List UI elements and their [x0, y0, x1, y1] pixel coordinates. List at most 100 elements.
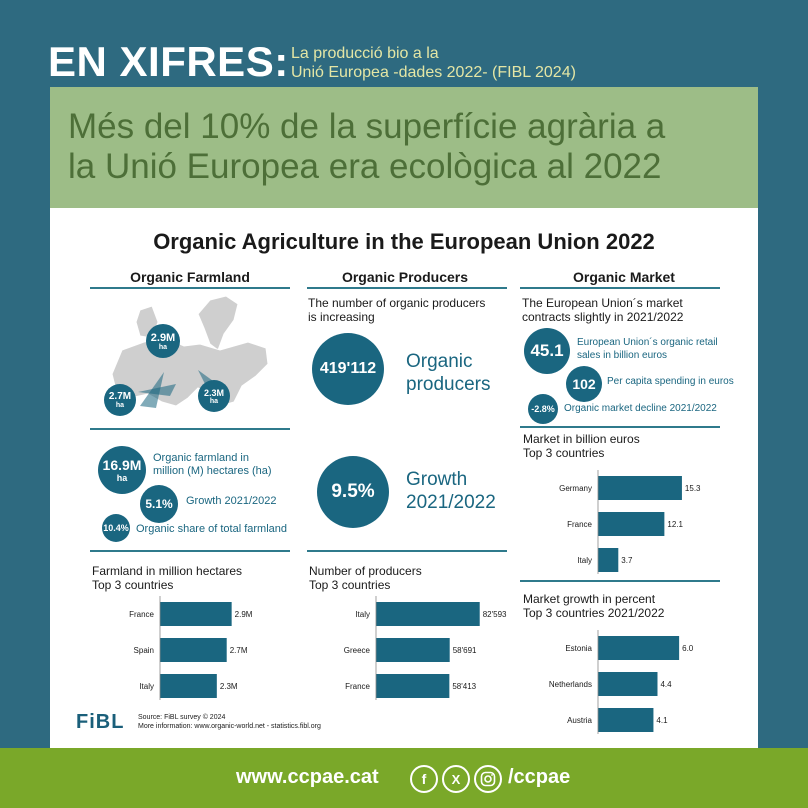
farmland-heading: Organic Farmland — [130, 269, 250, 285]
footer-handle[interactable]: /ccpae — [508, 766, 571, 788]
producers-chart-title-line2: Top 3 countries — [309, 578, 391, 592]
market-chart1-title-line2: Top 3 countries — [523, 446, 605, 460]
source-line1: Source: FiBL survey © 2024 — [138, 714, 226, 721]
farmland-bar-chart: France 2.9M Spain 2.7M Italy 2.3M — [129, 596, 253, 700]
market-chart2-title-line2: Top 3 countries 2021/2022 — [523, 606, 665, 620]
farmland-total-value: 16.9M — [102, 457, 142, 473]
header-subtitle-line1: La producció bio a la — [291, 45, 439, 62]
bar-value-label: 12.1 — [667, 520, 683, 529]
producers-total-bubble: 419'112 — [312, 333, 384, 405]
bar-value-label: 58'413 — [452, 682, 476, 691]
farmland-growth-bubble: 5.1% — [140, 485, 178, 523]
bar-value-label: 2.7M — [230, 646, 248, 655]
bar-value-label: 2.9M — [235, 610, 253, 619]
market-intro: The European Union´s market contracts sl… — [522, 296, 683, 324]
headline-banner: Més del 10% de la superfície agrària a l… — [50, 87, 758, 208]
farmland-total-label: Organic farmland in million (M) hectares… — [153, 452, 272, 478]
producers-growth-bubble: 9.5% — [317, 456, 389, 528]
headline-line1: Més del 10% de la superfície agrària a — [68, 107, 666, 146]
bar-value-label: 3.7 — [621, 556, 633, 565]
bar-category-label: France — [345, 682, 370, 691]
farmland-rule-2 — [90, 428, 290, 430]
header-subtitle-line2: Unió Europea -dades 2022- (FIBL 2024) — [291, 64, 576, 81]
bar-category-label: Estonia — [565, 644, 592, 653]
bar-category-label: France — [129, 610, 154, 619]
farmland-rule — [90, 287, 290, 289]
market-chart1-title-line1: Market in billion euros — [523, 432, 640, 446]
market-sales-label-line1: European Union´s organic retail — [577, 337, 718, 348]
bar-category-label: Germany — [559, 484, 592, 493]
producers-chart-title-line1: Number of producers — [309, 564, 422, 578]
infographic-title: Organic Agriculture in the European Unio… — [153, 229, 655, 254]
farmland-share-bubble: 10.4% — [102, 514, 130, 542]
producers-chart-title: Number of producers Top 3 countries — [309, 564, 422, 592]
map-bubble-spain: 2.7M ha — [104, 384, 136, 416]
farmland-share-label: Organic share of total farmland — [136, 523, 288, 535]
map-bubble-spain-unit: ha — [115, 402, 125, 409]
map-bubble-spain-value: 2.7M — [108, 391, 132, 402]
header-subtitle: La producció bio a la Unió Europea -dade… — [291, 44, 576, 82]
map-bubble-italy-unit: ha — [209, 397, 219, 405]
bar — [598, 548, 619, 572]
market-decline-label: Organic market decline 2021/2022 — [564, 403, 717, 414]
headline-text: Més del 10% de la superfície agrària a l… — [68, 107, 665, 187]
bar — [598, 512, 665, 536]
market-percapita-label: Per capita spending in euros — [607, 376, 734, 387]
bar — [598, 636, 680, 660]
producers-total-label: Organic producers — [406, 350, 491, 396]
bar — [160, 674, 217, 698]
instagram-icon[interactable] — [474, 765, 502, 793]
farmland-chart-title: Farmland in million hectares Top 3 count… — [92, 564, 242, 592]
market-decline-bubble: -2.8% — [528, 394, 558, 424]
map-pointer-spain — [138, 384, 176, 396]
producers-growth-label-line1: Growth — [406, 469, 468, 490]
producers-intro: The number of organic producers is incre… — [308, 296, 485, 324]
market-chart2-title: Market growth in percent Top 3 countries… — [523, 592, 664, 620]
map-bubble-france-unit: ha — [158, 343, 168, 351]
bar-value-label: 4.4 — [660, 680, 672, 689]
producers-total-label-line2: producers — [406, 374, 491, 395]
fibl-logo: FiBL — [76, 711, 125, 733]
map-bubble-france-value: 2.9M — [150, 331, 176, 344]
bar — [376, 602, 480, 626]
farmland-total-label-line1: Organic farmland in — [153, 452, 249, 464]
producers-total-label-line1: Organic — [406, 351, 473, 372]
producers-bar-chart: Italy 82'593 Greece 58'691 France 58'413 — [344, 596, 507, 700]
bar — [598, 476, 682, 500]
market-rule — [520, 287, 720, 289]
bar-category-label: Spain — [134, 646, 154, 655]
x-icon[interactable]: X — [442, 765, 470, 793]
bar-value-label: 6.0 — [682, 644, 694, 653]
farmland-growth-label: Growth 2021/2022 — [186, 495, 277, 507]
producers-rule — [307, 287, 507, 289]
farmland-chart-title-line2: Top 3 countries — [92, 578, 174, 592]
bar — [160, 602, 232, 626]
market-heading: Organic Market — [573, 269, 675, 285]
market-sales-label-line2: sales in billion euros — [577, 350, 668, 361]
headline-line2: la Unió Europea era ecològica al 2022 — [68, 147, 662, 186]
market-chart2-title-line1: Market growth in percent — [523, 592, 656, 606]
infographic-card: Organic Agriculture in the European Unio… — [50, 208, 758, 748]
farmland-rule-3 — [90, 550, 290, 552]
producers-growth-label: Growth 2021/2022 — [406, 468, 496, 514]
market-rule-2 — [520, 426, 720, 428]
market-sales-label: European Union´s organic retail sales in… — [577, 336, 718, 362]
bar — [376, 638, 450, 662]
bar-category-label: Greece — [344, 646, 371, 655]
market-percapita-bubble: 102 — [566, 366, 602, 402]
bar-category-label: France — [567, 520, 592, 529]
producers-heading: Organic Producers — [341, 269, 469, 285]
bar-value-label: 2.3M — [220, 682, 238, 691]
market-chart1-title: Market in billion euros Top 3 countries — [523, 432, 640, 460]
bar — [598, 708, 654, 732]
producers-growth-label-line2: 2021/2022 — [406, 492, 496, 513]
map-mainland — [111, 337, 269, 407]
footer-website[interactable]: www.ccpae.cat — [236, 766, 379, 788]
map-scandinavia — [197, 295, 239, 351]
producers-rule-2 — [307, 550, 507, 552]
bar-category-label: Italy — [577, 556, 592, 565]
facebook-icon[interactable]: f — [410, 765, 438, 793]
footer: www.ccpae.cat f X /ccpae — [0, 748, 808, 808]
map-bubble-italy: 2.3M ha — [198, 380, 230, 412]
bar — [376, 674, 450, 698]
